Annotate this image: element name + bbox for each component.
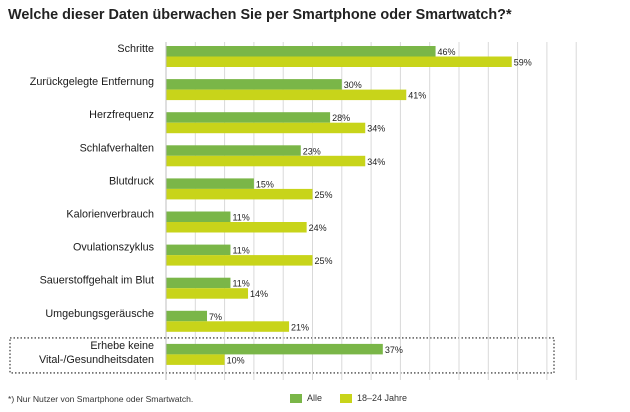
- data-label: 21%: [291, 322, 309, 332]
- data-label: 7%: [209, 312, 222, 322]
- legend-item-alle: Alle: [290, 393, 322, 403]
- data-label: 14%: [250, 289, 268, 299]
- data-label: 11%: [232, 213, 249, 223]
- category-label: Schlafverhalten: [80, 142, 154, 154]
- bar-18-24-zurückgelegte-entfernung: [166, 89, 407, 101]
- bar-alle-sauerstoffgehalt-im-blut: [166, 277, 231, 289]
- data-label: 30%: [344, 80, 362, 90]
- category-label: Umgebungsgeräusche: [45, 308, 154, 320]
- category-label: Zurückgelegte Entfernung: [30, 76, 154, 88]
- bar-18-24-sauerstoffgehalt-im-blut: [166, 288, 249, 299]
- bar-18-24-umgebungsgeräusche: [166, 321, 290, 332]
- highlight-box: [9, 337, 555, 374]
- legend-swatch-18-24: [340, 393, 353, 403]
- bar-18-24-schritte: [166, 56, 512, 67]
- data-label: 11%: [232, 246, 249, 256]
- legend-swatch-alle: [290, 393, 302, 403]
- bar-alle-erhebe-keine-vital-gesundheitsdaten: [166, 343, 383, 355]
- category-label: Schritte: [117, 43, 154, 55]
- category-label: Sauerstoffgehalt im Blut: [40, 275, 154, 287]
- bar-18-24-schlafverhalten: [166, 155, 366, 167]
- data-label: 24%: [309, 223, 327, 233]
- chart-title: Welche dieser Daten überwachen Sie per S…: [8, 7, 512, 23]
- data-label: 11%: [232, 279, 249, 289]
- category-label: Blutdruck: [109, 175, 155, 187]
- data-label: 23%: [303, 146, 321, 156]
- bar-alle-schlafverhalten: [166, 145, 301, 156]
- category-label: Herzfrequenz: [89, 109, 154, 121]
- data-label: 25%: [315, 190, 333, 200]
- bar-alle-umgebungsgeräusche: [166, 310, 208, 322]
- bar-18-24-kalorienverbrauch: [166, 222, 307, 233]
- data-label: 46%: [438, 47, 456, 57]
- legend-label-18-24: 18–24 Jahre: [357, 393, 408, 403]
- data-label: 37%: [385, 345, 403, 355]
- category-label: Kalorienverbrauch: [66, 209, 154, 221]
- data-label: 28%: [332, 113, 350, 123]
- category-label: Ovulationszyklus: [73, 242, 155, 254]
- data-label: 15%: [256, 179, 274, 189]
- bar-alle-blutdruck: [166, 178, 254, 189]
- bar-alle-ovulationszyklus: [166, 244, 231, 256]
- bar-alle-kalorienverbrauch: [166, 211, 231, 222]
- footnote: *) Nur Nutzer von Smartphone oder Smartw…: [8, 394, 194, 404]
- bar-18-24-blutdruck: [166, 188, 313, 200]
- data-label: 34%: [367, 124, 385, 134]
- bar-alle-herzfrequenz: [166, 112, 331, 123]
- bar-18-24-erhebe-keine-vital-gesundheitsdaten: [166, 354, 225, 365]
- legend-label-alle: Alle: [307, 393, 323, 403]
- data-label: 10%: [227, 355, 245, 365]
- data-label: 59%: [514, 58, 532, 68]
- legend: Alle 18–24 Jahre: [290, 393, 425, 403]
- data-label: 25%: [315, 256, 333, 266]
- bar-alle-schritte: [166, 46, 436, 57]
- bar-18-24-ovulationszyklus: [166, 255, 313, 266]
- legend-item-18-24: 18–24 Jahre: [340, 393, 407, 403]
- data-label: 34%: [367, 157, 385, 167]
- data-label: 41%: [408, 91, 426, 101]
- bar-18-24-herzfrequenz: [166, 122, 366, 134]
- bar-alle-zurückgelegte-entfernung: [166, 79, 342, 90]
- category-label: Erhebe keine Vital-/Gesundheitsdaten: [39, 340, 154, 366]
